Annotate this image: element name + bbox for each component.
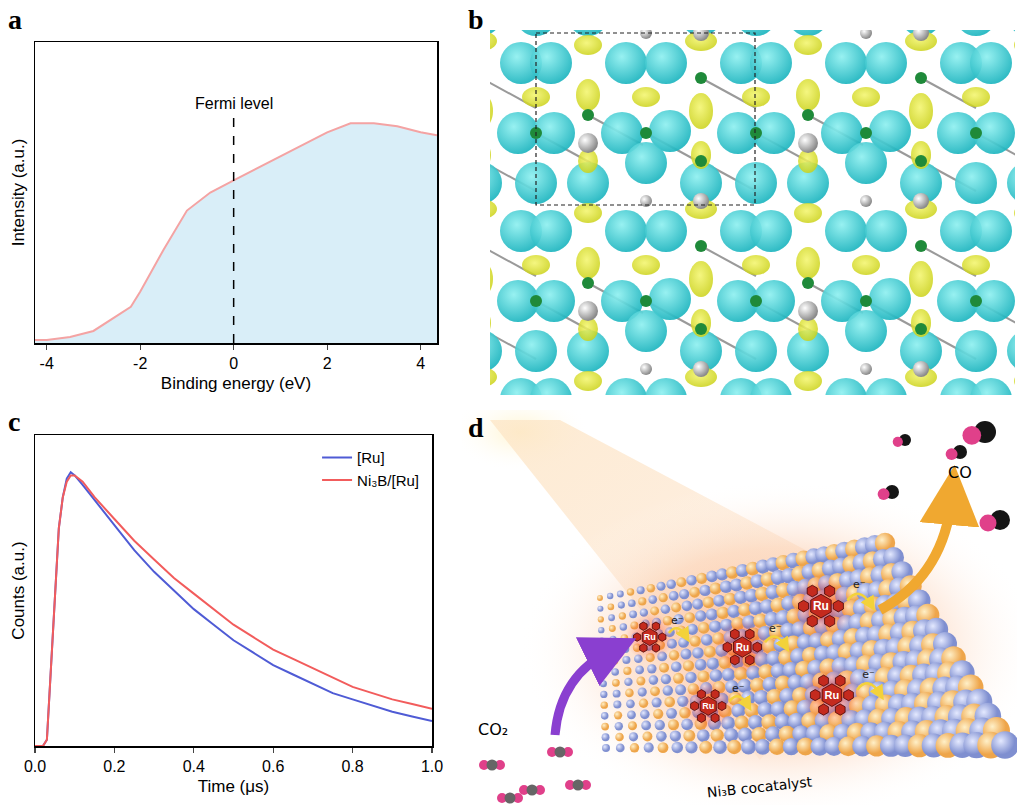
svg-text:2: 2 <box>323 355 332 372</box>
svg-text:Ru: Ru <box>825 689 840 701</box>
svg-text:1.0: 1.0 <box>421 758 443 775</box>
html-text:a: a <box>8 4 22 35</box>
svg-text:Ru: Ru <box>644 632 656 642</box>
svg-text:e⁻: e⁻ <box>671 614 684 627</box>
svg-text:0.4: 0.4 <box>183 758 205 775</box>
html-text:b: b <box>468 4 484 35</box>
svg-text:Binding energy (eV): Binding energy (eV) <box>161 374 311 393</box>
svg-text:e⁻: e⁻ <box>732 682 745 695</box>
html-text:d: d <box>468 412 484 443</box>
html-text:c: c <box>8 406 21 437</box>
svg-text:Time (μs): Time (μs) <box>198 777 270 796</box>
svg-text:Ru: Ru <box>702 701 714 711</box>
svg-text:0.2: 0.2 <box>103 758 125 775</box>
svg-text:e⁻: e⁻ <box>769 622 782 635</box>
svg-text:0.6: 0.6 <box>262 758 284 775</box>
svg-text:Ru: Ru <box>736 642 749 653</box>
svg-text:Intensity (a.u.): Intensity (a.u.) <box>9 139 28 247</box>
svg-text:0: 0 <box>229 355 238 372</box>
svg-text:Ni₃B/[Ru]: Ni₃B/[Ru] <box>357 472 419 489</box>
svg-text:-4: -4 <box>40 355 54 372</box>
svg-text:e⁻: e⁻ <box>862 668 875 681</box>
svg-text:e⁻: e⁻ <box>853 578 866 591</box>
svg-text:Ru: Ru <box>813 599 829 613</box>
svg-text:CO: CO <box>948 463 972 482</box>
svg-text:Fermi level: Fermi level <box>195 95 273 112</box>
svg-text:4: 4 <box>416 355 425 372</box>
svg-text:Counts (a.u.): Counts (a.u.) <box>9 541 28 639</box>
svg-text:-2: -2 <box>133 355 147 372</box>
svg-text:CO₂: CO₂ <box>478 720 508 739</box>
svg-text:0.0: 0.0 <box>24 758 46 775</box>
svg-text:[Ru]: [Ru] <box>357 449 385 466</box>
svg-text:0.8: 0.8 <box>341 758 363 775</box>
svg-text:Ni₃B cocatalyst: Ni₃B cocatalyst <box>706 773 813 800</box>
